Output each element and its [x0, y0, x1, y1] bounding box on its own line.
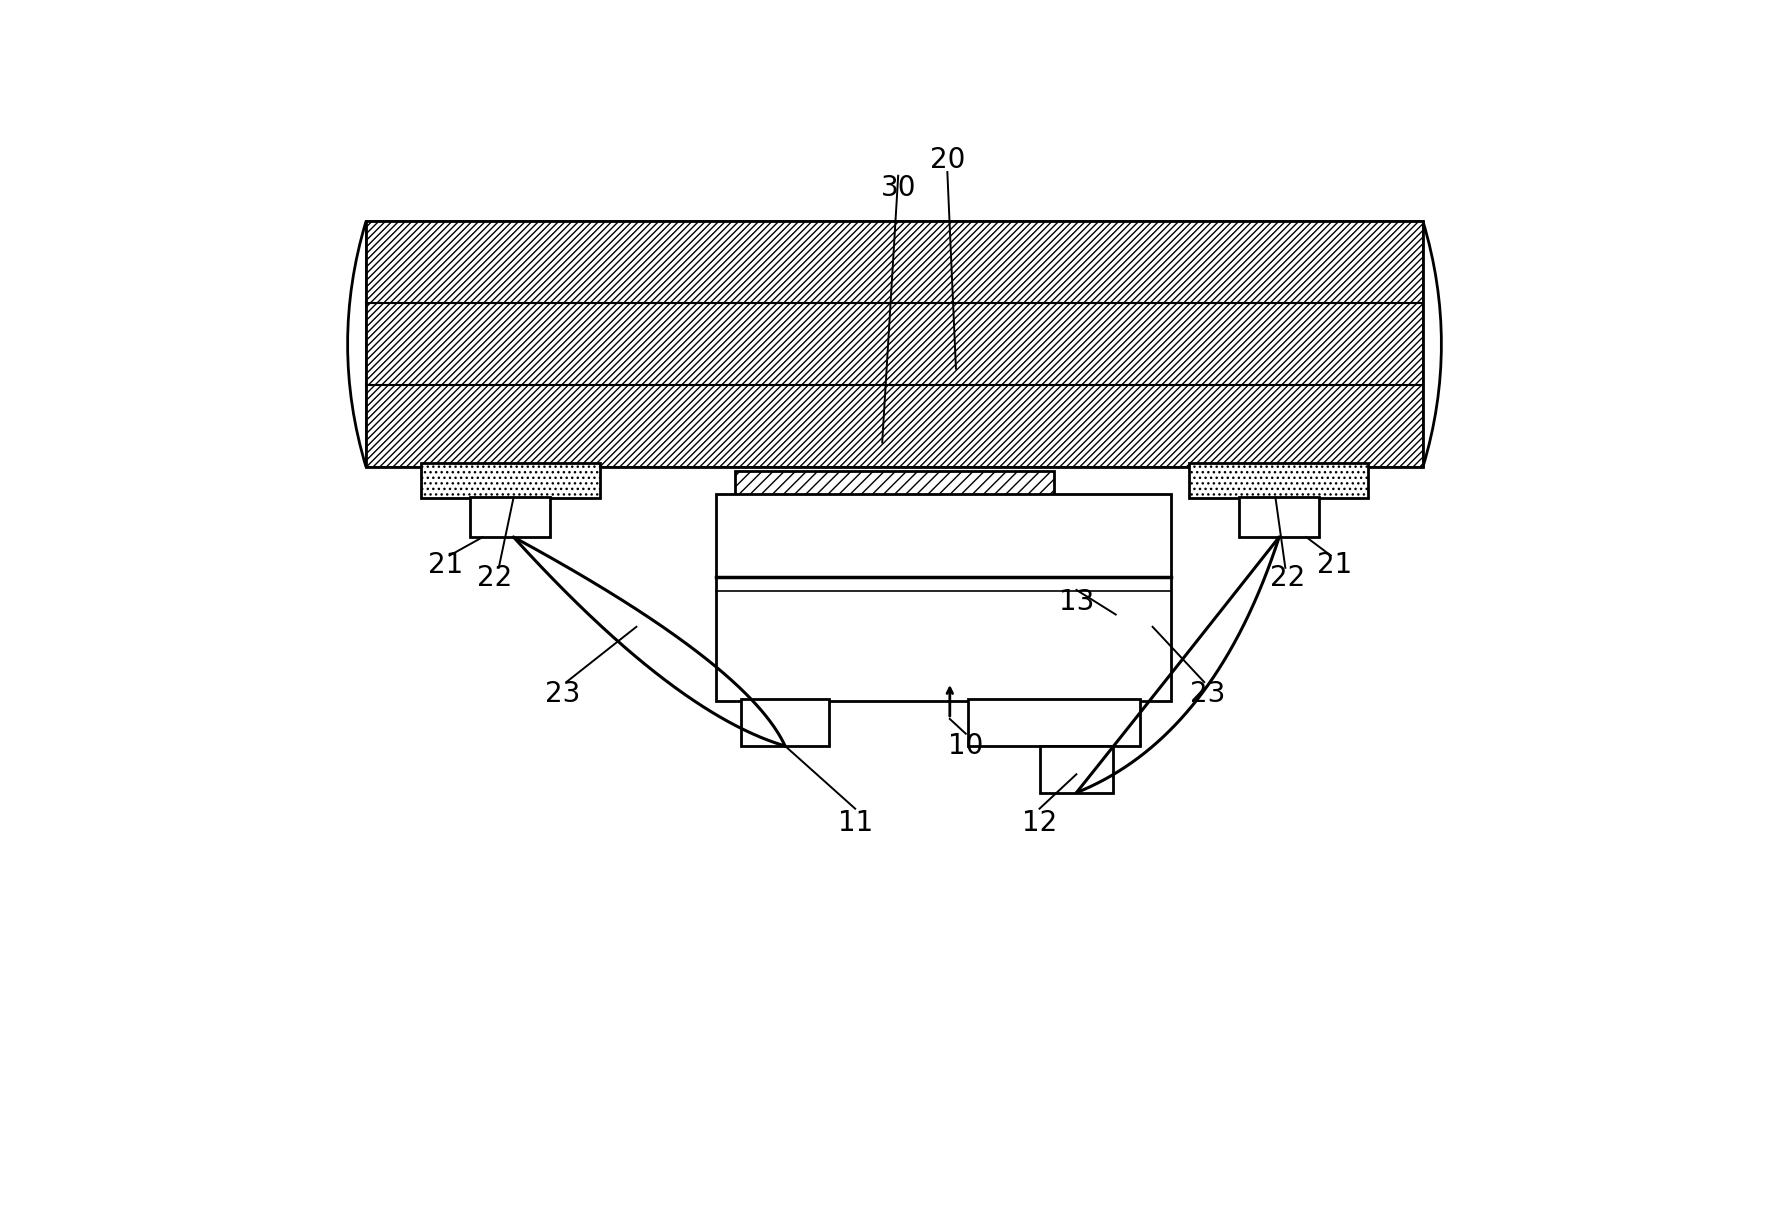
- Text: 12: 12: [1022, 810, 1057, 837]
- Text: 10: 10: [948, 732, 984, 760]
- Bar: [367, 304, 1422, 385]
- Bar: [367, 385, 1422, 467]
- Bar: [1039, 746, 1113, 793]
- Text: 23: 23: [1190, 681, 1225, 708]
- Text: 13: 13: [1059, 589, 1095, 616]
- Bar: [968, 699, 1140, 746]
- Bar: [741, 699, 830, 746]
- Bar: [735, 471, 1054, 498]
- Bar: [422, 463, 599, 498]
- Text: 30: 30: [880, 175, 916, 202]
- Bar: [471, 497, 551, 537]
- Text: 20: 20: [930, 146, 964, 173]
- Text: 21: 21: [1317, 552, 1352, 579]
- Text: 23: 23: [546, 681, 580, 708]
- Text: 22: 22: [478, 564, 513, 591]
- Bar: [367, 221, 1422, 467]
- Text: 22: 22: [1270, 564, 1306, 591]
- Bar: [367, 221, 1422, 304]
- Bar: [1238, 497, 1318, 537]
- Text: 21: 21: [428, 552, 463, 579]
- Text: 11: 11: [837, 810, 873, 837]
- Bar: [716, 494, 1172, 701]
- Bar: [1190, 463, 1367, 498]
